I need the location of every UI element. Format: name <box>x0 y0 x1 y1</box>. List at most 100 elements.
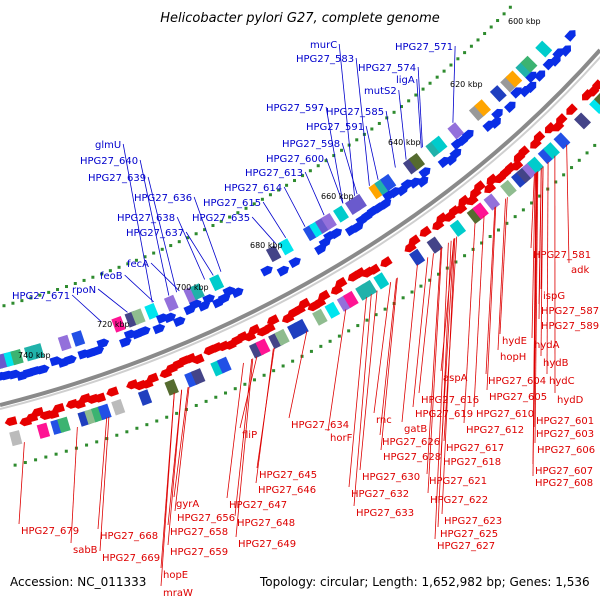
inner-gene-label[interactable]: HPG27_679 <box>21 526 79 537</box>
inner-gene-label[interactable]: hopH <box>500 352 526 363</box>
inner-gene-label[interactable]: sabB <box>73 545 98 556</box>
inner-gene-label[interactable]: aspA <box>443 373 468 384</box>
leader-line <box>434 242 449 540</box>
tick-dot <box>410 290 414 294</box>
gene-shape <box>268 332 284 350</box>
reverse-gene-arrow <box>473 180 486 192</box>
outer-gene-label[interactable]: HPG27_615 <box>203 198 261 209</box>
inner-gene-label[interactable]: HPG27_669 <box>102 553 160 564</box>
inner-gene-label[interactable]: HPG27_649 <box>238 539 296 550</box>
inner-gene-label[interactable]: HPG27_610 <box>476 409 534 420</box>
inner-gene-label[interactable]: gyrA <box>176 499 199 510</box>
gene-function-block <box>373 272 390 290</box>
forward-gene-arrow <box>564 30 576 42</box>
inner-gene-label[interactable]: HPG27_656 <box>177 513 235 524</box>
inner-gene-label[interactable]: HPG27_622 <box>430 495 488 506</box>
inner-gene-label[interactable]: HPG27_581 <box>533 250 591 261</box>
outer-gene-label[interactable]: HPG27_613 <box>245 168 303 179</box>
inner-gene-label[interactable]: hydC <box>549 376 575 387</box>
leader-line <box>99 416 110 552</box>
gene-shape <box>449 148 462 160</box>
inner-gene-label[interactable]: HPG27_645 <box>259 470 317 481</box>
gene-shape <box>30 343 45 360</box>
outer-gene-label[interactable]: rpoN <box>72 285 96 296</box>
inner-gene-label[interactable]: HPG27_668 <box>100 531 158 542</box>
gene-shape <box>533 70 546 82</box>
outer-gene-label[interactable]: glmU <box>95 140 121 151</box>
inner-gene-label[interactable]: HPG27_605 <box>489 392 547 403</box>
inner-gene-label[interactable]: HPG27_589 <box>541 321 599 332</box>
outer-gene-label[interactable]: HPG27_583 <box>296 54 354 65</box>
gene-function-block <box>408 152 426 171</box>
inner-gene-label[interactable]: HPG27_632 <box>351 489 409 500</box>
forward-gene-arrow <box>163 312 177 324</box>
outer-gene-label[interactable]: HPG27_598 <box>282 139 340 150</box>
inner-gene-label[interactable]: mraW <box>163 588 193 599</box>
inner-gene-label[interactable]: HPG27_619 <box>415 409 473 420</box>
outer-gene-label[interactable]: feoB <box>100 271 123 282</box>
outer-gene-label[interactable]: fecA <box>127 259 149 270</box>
outer-gene-label[interactable]: mutS2 <box>364 86 397 97</box>
outer-gene-label[interactable]: HPG27_671 <box>12 291 70 302</box>
inner-gene-label[interactable]: HPG27_607 <box>535 466 593 477</box>
inner-gene-label[interactable]: rnc <box>376 415 392 426</box>
outer-gene-label[interactable]: ligA <box>396 75 415 86</box>
outer-gene-label[interactable]: HPG27_637 <box>126 228 184 239</box>
inner-gene-label[interactable]: HPG27_659 <box>170 547 228 558</box>
outer-gene-label[interactable]: HPG27_600 <box>266 154 324 165</box>
forward-gene-arrow <box>188 299 202 310</box>
outer-gene-label[interactable]: HPG27_638 <box>117 213 175 224</box>
outer-gene-label[interactable]: HPG27_640 <box>80 156 138 167</box>
inner-gene-label[interactable]: HPG27_603 <box>536 429 594 440</box>
inner-gene-label[interactable]: hydE <box>502 336 527 347</box>
inner-gene-label[interactable]: HPG27_601 <box>536 416 594 427</box>
gene-function-block <box>489 85 507 103</box>
reverse-gene-arrow <box>484 181 497 194</box>
inner-gene-label[interactable]: HPG27_630 <box>362 472 420 483</box>
inner-gene-label[interactable]: HPG27_604 <box>488 376 546 387</box>
inner-gene-label[interactable]: HPG27_626 <box>382 437 440 448</box>
gene-function-block <box>468 103 486 122</box>
gene-shape <box>52 403 65 413</box>
inner-gene-label[interactable]: HPG27_627 <box>437 541 495 552</box>
gene-function-block <box>164 379 179 396</box>
tick-dot <box>585 151 589 155</box>
inner-gene-label[interactable]: fliP <box>242 430 257 441</box>
outer-gene-label[interactable]: HPG27_636 <box>134 193 192 204</box>
outer-gene-label[interactable]: HPG27_571 <box>395 42 453 53</box>
inner-gene-label[interactable]: HPG27_623 <box>444 516 502 527</box>
inner-gene-label[interactable]: HPG27_587 <box>541 306 599 317</box>
outer-gene-label[interactable]: HPG27_574 <box>358 63 416 74</box>
outer-gene-label[interactable]: HPG27_639 <box>88 173 146 184</box>
inner-gene-label[interactable]: HPG27_625 <box>440 529 498 540</box>
outer-gene-label[interactable]: murC <box>310 40 337 51</box>
inner-gene-label[interactable]: HPG27_618 <box>443 457 501 468</box>
outer-gene-label[interactable]: HPG27_635 <box>192 213 250 224</box>
inner-gene-label[interactable]: HPG27_646 <box>258 485 316 496</box>
inner-gene-label[interactable]: gatB <box>404 424 427 435</box>
inner-gene-label[interactable]: HPG27_606 <box>537 445 595 456</box>
inner-gene-label[interactable]: hydB <box>543 358 569 369</box>
inner-gene-label[interactable]: HPG27_628 <box>383 452 441 463</box>
inner-gene-label[interactable]: hydD <box>557 395 584 406</box>
inner-gene-label[interactable]: HPG27_621 <box>429 476 487 487</box>
inner-gene-label[interactable]: HPG27_616 <box>421 395 479 406</box>
inner-gene-label[interactable]: HPG27_633 <box>356 508 414 519</box>
inner-gene-label[interactable]: HPG27_617 <box>446 443 504 454</box>
inner-gene-label[interactable]: HPG27_608 <box>535 478 593 489</box>
inner-gene-label[interactable]: hydA <box>534 340 560 351</box>
inner-gene-label[interactable]: HPG27_634 <box>291 420 349 431</box>
inner-gene-label[interactable]: ispG <box>543 291 565 302</box>
outer-gene-label[interactable]: HPG27_585 <box>326 107 384 118</box>
inner-gene-label[interactable]: hopE <box>163 570 188 581</box>
inner-gene-label[interactable]: HPG27_612 <box>466 425 524 436</box>
inner-gene-label[interactable]: HPG27_647 <box>229 500 287 511</box>
outer-gene-label[interactable]: HPG27_597 <box>266 103 324 114</box>
inner-gene-label[interactable]: HPG27_648 <box>237 518 295 529</box>
inner-gene-label[interactable]: adk <box>571 265 589 276</box>
tick-dot <box>175 411 179 415</box>
outer-gene-label[interactable]: HPG27_614 <box>224 183 282 194</box>
inner-gene-label[interactable]: horF <box>330 433 353 444</box>
outer-gene-label[interactable]: HPG27_591 <box>306 122 364 133</box>
inner-gene-label[interactable]: HPG27_658 <box>170 527 228 538</box>
